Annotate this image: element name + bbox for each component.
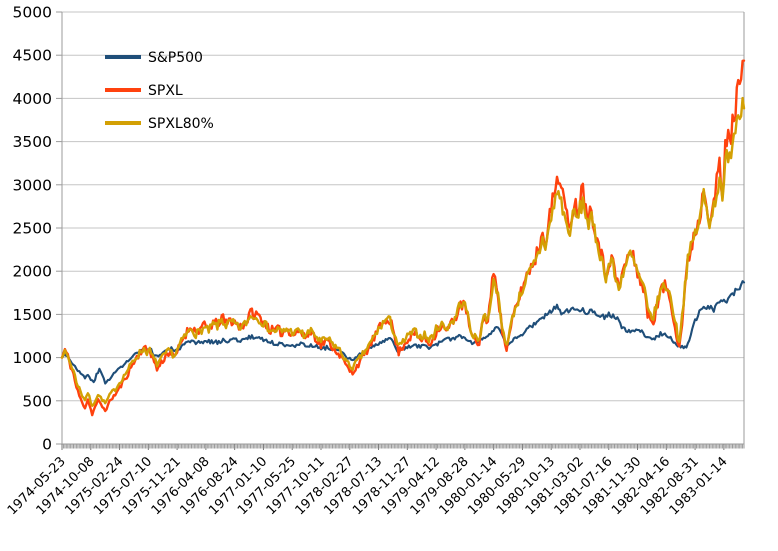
y-axis-tick-label: 5000 [13,4,52,22]
y-axis-tick-label: 2500 [13,220,52,238]
y-axis-tick-label: 500 [22,392,52,410]
y-axis-tick-label: 4000 [13,90,52,108]
y-axis-tick-label: 0 [42,436,52,454]
y-axis-tick-label: 2000 [13,263,52,281]
y-axis-tick-label: 1000 [13,349,52,367]
series-line-spxl80 [60,96,746,407]
y-axis-tick-label: 3000 [13,176,52,194]
y-axis-tick-label: 3500 [13,133,52,151]
series-line-spxl [60,59,746,417]
legend-label-spxl80: SPXL80% [148,116,214,132]
legend-label-sp500: S&P500 [148,50,203,66]
series-line-sp500 [60,280,746,385]
legend-label-spxl: SPXL [148,83,183,99]
y-axis-tick-label: 4500 [13,47,52,65]
y-axis-tick-label: 1500 [13,306,52,324]
